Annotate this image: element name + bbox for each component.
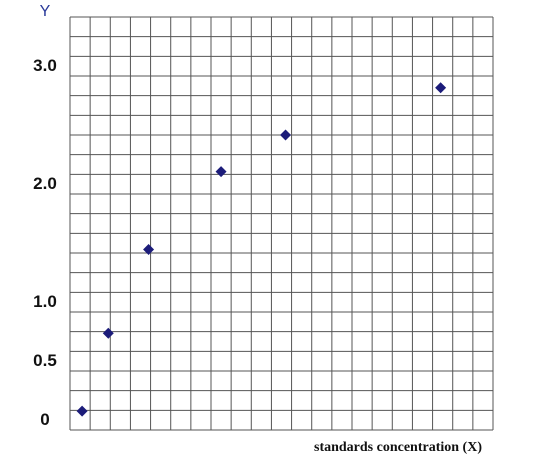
y-tick-label: 0.5 [33,351,57,370]
y-tick-label: 1.0 [33,292,57,311]
data-point [435,82,447,94]
y-tick-label: 0 [40,410,49,429]
data-point [143,243,155,255]
data-point [215,166,227,178]
grid [69,16,494,431]
data-point [76,405,88,417]
data-point [102,327,114,339]
y-tick-label: 3.0 [33,56,57,75]
y-axis-label: Y [40,3,51,20]
x-axis-label: standards concentration (X) [314,440,482,455]
y-tick-label: 2.0 [33,174,57,193]
data-point [280,129,292,141]
